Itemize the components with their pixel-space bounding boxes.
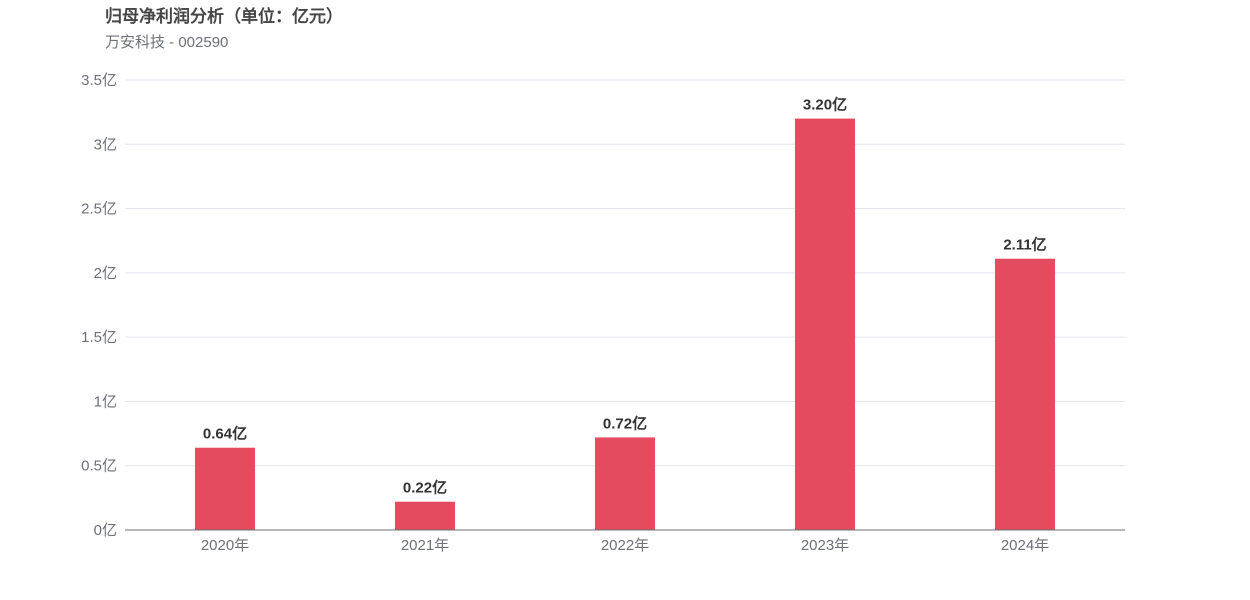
x-axis-tick-labels: 2020年 2021年 2022年 2023年 2024年: [201, 537, 1049, 554]
y-tick-label: 2.5亿: [81, 201, 117, 218]
data-labels: 0.64亿 0.22亿 0.72亿 3.20亿 2.11亿: [203, 96, 1047, 497]
x-tick-label: 2020年: [201, 537, 249, 554]
bar: [595, 437, 655, 530]
bar: [995, 258, 1055, 530]
x-tick-label: 2021年: [401, 537, 449, 554]
bar: [395, 501, 455, 530]
x-tick-label: 2024年: [1001, 537, 1049, 554]
x-tick-label: 2022年: [601, 537, 649, 554]
bars: [195, 118, 1055, 531]
bar: [195, 447, 255, 530]
data-label: 0.22亿: [403, 479, 447, 497]
data-label: 3.20亿: [803, 96, 847, 114]
grid-lines: [125, 79, 1125, 467]
y-tick-label: 1亿: [94, 393, 117, 410]
data-label: 0.72亿: [603, 414, 647, 432]
data-label: 2.11亿: [1003, 236, 1046, 254]
y-tick-label: 3亿: [94, 136, 117, 153]
chart-subtitle: 万安科技 - 002590: [105, 34, 229, 51]
data-label: 0.64亿: [203, 425, 247, 443]
y-tick-label: 0亿: [94, 522, 117, 539]
y-tick-label: 3.5亿: [81, 72, 117, 89]
x-tick-label: 2023年: [801, 537, 849, 554]
y-tick-label: 0.5亿: [81, 458, 117, 475]
chart-title: 归母净利润分析（单位：亿元）: [105, 7, 343, 26]
bar: [795, 118, 855, 531]
y-axis-tick-labels: 0亿 0.5亿 1亿 1.5亿 2亿 2.5亿 3亿 3.5亿: [81, 72, 117, 539]
y-tick-label: 1.5亿: [81, 329, 117, 346]
y-tick-label: 2亿: [94, 265, 117, 282]
